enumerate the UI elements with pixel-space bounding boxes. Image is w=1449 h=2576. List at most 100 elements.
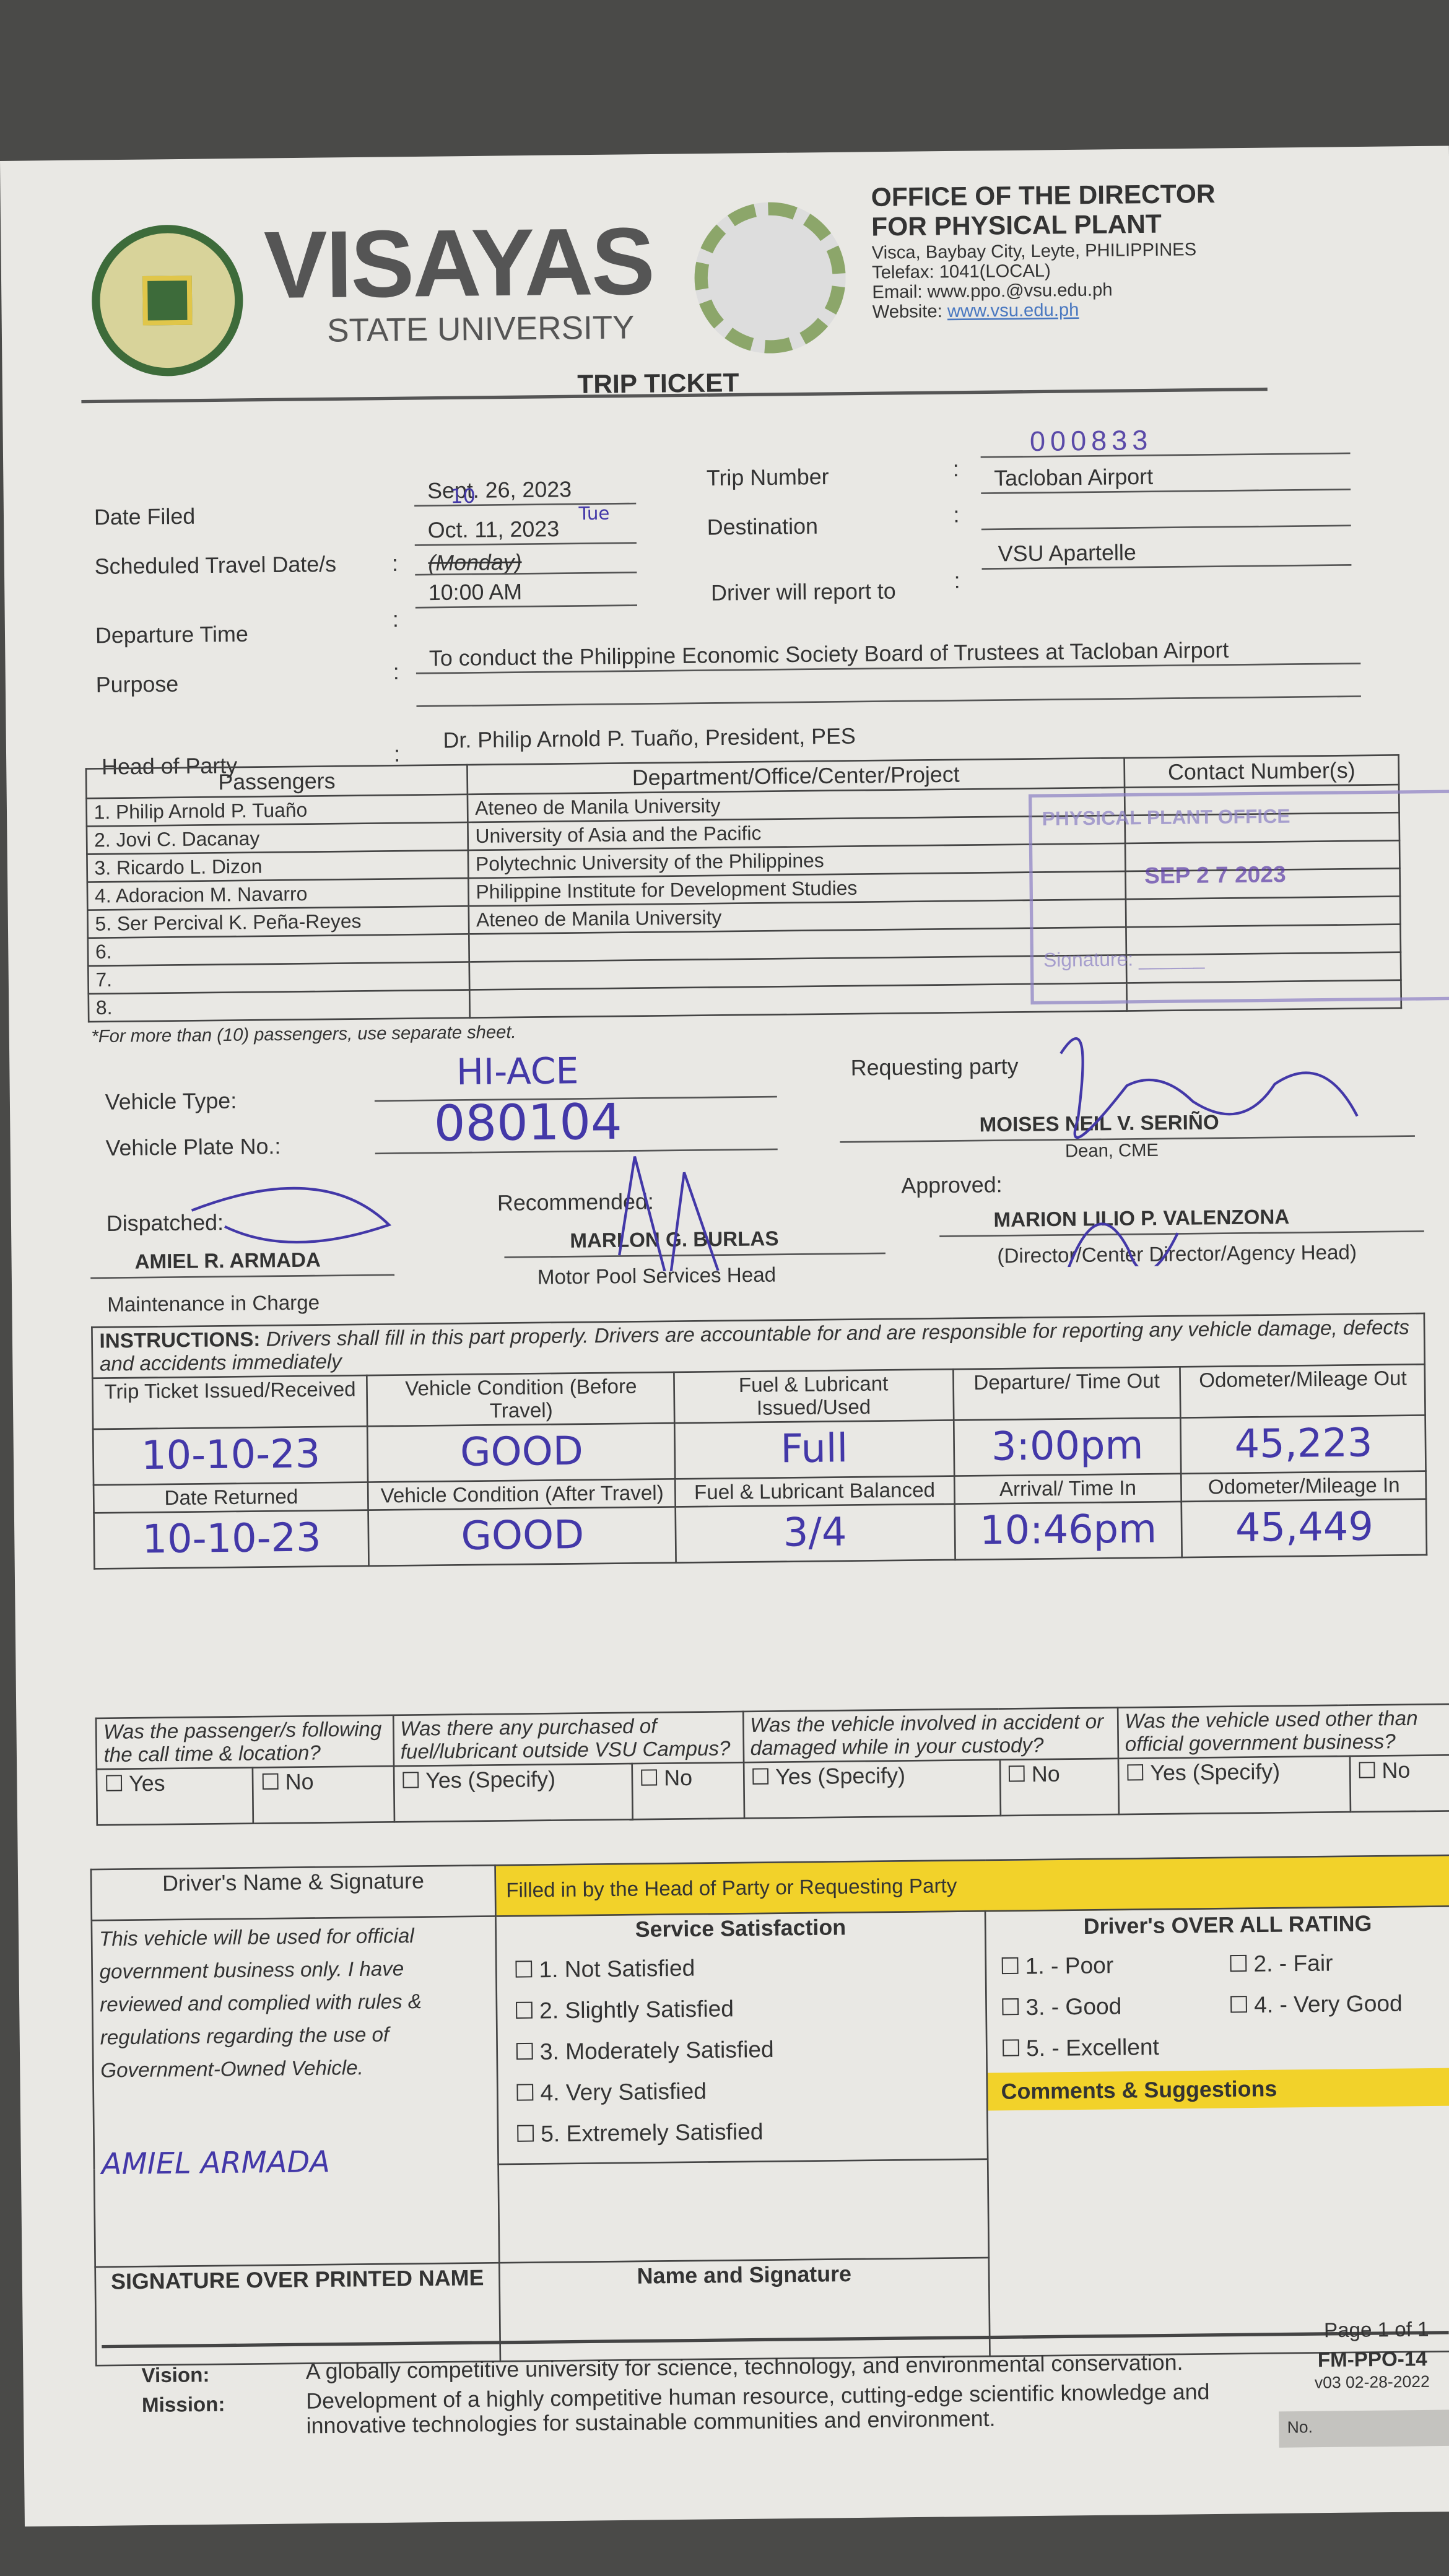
rating-option-checkbox[interactable]: 1. - Poor [999, 1944, 1228, 1987]
head-of-party-value: Dr. Philip Arnold P. Tuaño, President, P… [443, 723, 856, 753]
travel-date-label: Scheduled Travel Date/s [94, 552, 337, 579]
question: Was the vehicle used other than official… [1117, 1704, 1449, 1759]
rating-option-checkbox[interactable]: 4. - Very Good [1229, 1983, 1449, 2026]
log-header: Vehicle Condition (After Travel) [368, 1479, 676, 1510]
mission-text: Development of a highly competitive huma… [306, 2379, 1210, 2439]
questions-table: Was the passenger/s following the call t… [95, 1704, 1449, 1826]
question: Was the passenger/s following the call t… [96, 1715, 394, 1770]
col-passengers: Passengers [85, 765, 468, 799]
passenger-name: 2. Jovi C. Dacanay [86, 822, 468, 855]
university-name: VISAYAS [263, 208, 654, 320]
log-header: Date Returned [94, 1482, 369, 1513]
rating-option-checkbox[interactable]: 5. - Excellent [1001, 2026, 1229, 2069]
form-code: FM-PPO-14 [1317, 2348, 1427, 2372]
departure-time-value: 10:00 AM [428, 579, 523, 606]
destination-label: Destination [707, 513, 819, 540]
form-title: TRIP TICKET [577, 370, 739, 400]
filled-by-header: Filled in by the Head of Party or Reques… [495, 1855, 1449, 1917]
option-checkbox[interactable]: Yes (Specify) [393, 1764, 632, 1822]
stamp-date: SEP 2 7 2023 [1144, 860, 1286, 889]
service-option-checkbox[interactable]: 4. Very Satisfied [515, 2068, 970, 2114]
driver-report-label: Driver will report to [710, 578, 896, 606]
option-checkbox[interactable]: Yes (Specify) [742, 1759, 1000, 1819]
rating-table: Driver's Name & Signature Filled in by t… [90, 1854, 1449, 2366]
dispatched-title: Maintenance in Charge [107, 1291, 320, 1316]
service-option-checkbox[interactable]: 3. Moderately Satisfied [514, 2027, 970, 2073]
rating-header: Driver's OVER ALL RATING [1083, 1911, 1372, 1939]
driver-statement-cell: This vehicle will be used for official g… [91, 1916, 500, 2268]
rating-option-checkbox[interactable]: 2. - Fair [1228, 1941, 1449, 1985]
ppo-logo [694, 201, 846, 354]
destination-value: Tacloban Airport [994, 464, 1154, 491]
driver-signature: AMIEL ARMADA [101, 2145, 331, 2183]
log-value: 45,223 [1181, 1415, 1426, 1474]
driver-report-value: VSU Apartelle [998, 540, 1136, 567]
service-option-checkbox[interactable]: 1. Not Satisfied [513, 1945, 969, 1991]
option-checkbox[interactable]: No [631, 1762, 744, 1820]
option-checkbox[interactable]: No [999, 1758, 1119, 1816]
departure-time-label: Departure Time [95, 621, 248, 648]
stamp-title: PHYSICAL PLANT OFFICE [1042, 804, 1290, 830]
name-signature-blank[interactable] [498, 2159, 989, 2263]
colon: : [392, 607, 399, 632]
passenger-name: 3. Ricardo L. Dizon [87, 850, 469, 882]
service-satisfaction-cell: Service Satisfaction 1. Not Satisfied2. … [495, 1911, 988, 2165]
passenger-name: 1. Philip Arnold P. Tuaño [86, 794, 468, 827]
driver-statement: This vehicle will be used for official g… [98, 1924, 422, 2082]
option-checkbox[interactable]: Yes [96, 1767, 254, 1825]
service-option-checkbox[interactable]: 5. Extremely Satisfied [515, 2109, 971, 2155]
passenger-name: 7. [88, 962, 470, 994]
received-stamp: PHYSICAL PLANT OFFICE SEP 2 7 2023 Signa… [1028, 790, 1449, 1005]
log-value: GOOD [368, 1507, 677, 1566]
name-signature-label: Name and Signature [499, 2257, 990, 2362]
log-value: Full [674, 1420, 954, 1479]
colon: : [393, 659, 399, 685]
log-value: 10:46pm [954, 1501, 1183, 1560]
mission-label: Mission: [141, 2393, 225, 2417]
question: Was the vehicle involved in accident or … [742, 1707, 1118, 1763]
vision-label: Vision: [141, 2363, 210, 2388]
vsu-seal-logo [91, 224, 244, 377]
colon: : [393, 741, 401, 767]
form-version: v03 02-28-2022 [1314, 2374, 1430, 2393]
office-title-1: OFFICE OF THE DIRECTOR [871, 181, 1216, 213]
log-header: Departure/ Time Out [952, 1367, 1181, 1421]
option-checkbox[interactable]: No [253, 1766, 394, 1824]
passenger-name: 4. Adoracion M. Navarro [87, 878, 469, 910]
colon: : [952, 456, 959, 482]
stamp-signature: Signature: ______ [1043, 947, 1205, 972]
office-title-2: FOR PHYSICAL PLANT [871, 211, 1162, 243]
log-value: 10-10-23 [94, 1510, 370, 1569]
trip-number-value: 000833 [1029, 425, 1153, 458]
office-block: OFFICE OF THE DIRECTOR FOR PHYSICAL PLAN… [871, 181, 1217, 323]
log-value: 45,449 [1182, 1499, 1427, 1558]
log-header: Odometer/Mileage Out [1180, 1364, 1425, 1418]
passenger-name: 5. Ser Percival K. Peña-Reyes [87, 906, 469, 938]
service-option-checkbox[interactable]: 2. Slightly Satisfied [514, 1986, 970, 2032]
rating-option-checkbox[interactable]: 3. - Good [1000, 1985, 1229, 2028]
date-filed-value: Sept. 26, 2023 [427, 477, 572, 503]
colon: : [391, 551, 399, 576]
no-label: No. [1287, 2419, 1313, 2438]
col-contact: Contact Number(s) [1124, 755, 1399, 788]
no-field: No. [1279, 2409, 1449, 2448]
log-header: Odometer/Mileage In [1181, 1471, 1427, 1502]
log-header: Fuel & Lubricant Issued/Used [674, 1369, 953, 1424]
log-value: 3/4 [676, 1503, 955, 1563]
trip-ticket-document: VISAYAS STATE UNIVERSITY OFFICE OF THE D… [0, 146, 1449, 2527]
office-address: Visca, Baybay City, Leyte, PHILIPPINES [871, 240, 1197, 264]
driver-log-table: INSTRUCTIONS: Drivers shall fill in this… [91, 1313, 1427, 1570]
option-checkbox[interactable]: No [1349, 1755, 1449, 1812]
option-checkbox[interactable]: Yes (Specify) [1118, 1756, 1351, 1815]
comments-header: Comments & Suggestions [988, 2068, 1449, 2111]
log-header: Vehicle Condition (Before Travel) [367, 1372, 675, 1427]
travel-day-correction: Tue [578, 503, 610, 525]
comments-area[interactable] [988, 2105, 1449, 2341]
colon: : [954, 568, 960, 593]
trip-number-label: Trip Number [706, 464, 829, 490]
purpose-label: Purpose [95, 671, 179, 697]
travel-day: (Monday) [428, 549, 522, 576]
colon: : [953, 502, 960, 528]
website-link[interactable]: www.vsu.edu.ph [947, 300, 1079, 322]
